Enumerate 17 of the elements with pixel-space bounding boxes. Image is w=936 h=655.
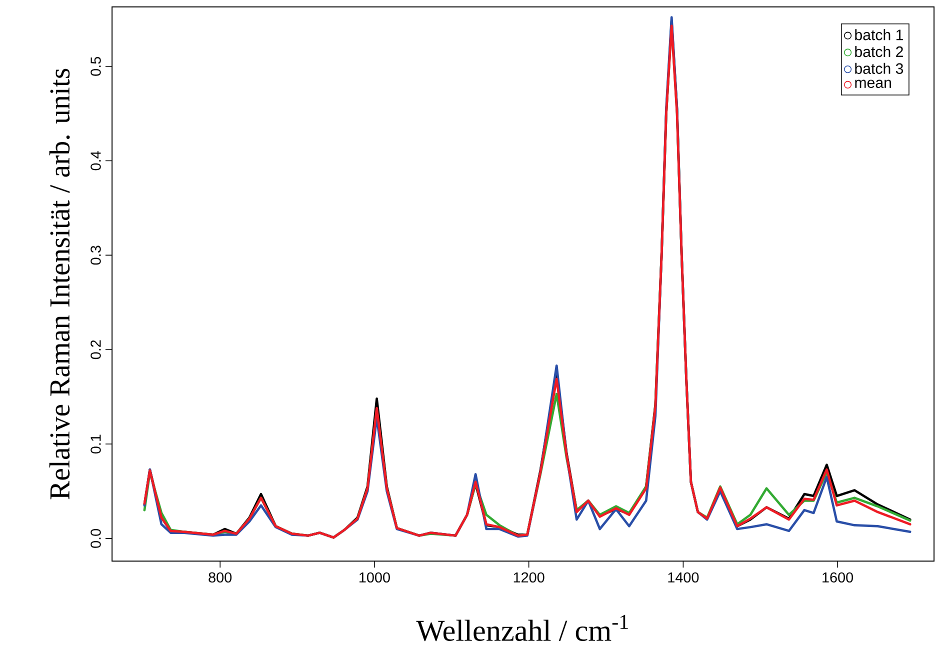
legend-label: mean (855, 80, 891, 88)
legend-label: batch 1 (855, 29, 903, 40)
y-axis-title: Relative Raman Intensität / arb. units (49, 69, 70, 500)
legend-label: batch 2 (855, 46, 903, 58)
x-tick-label: 1600 (822, 572, 854, 583)
x-tick-label: 1000 (360, 572, 390, 583)
x-axis-title: Wellenzahl / cm$^{-1}$ (416, 615, 628, 642)
y-tick-label: 0.2 (90, 340, 101, 360)
y-tick-label: 0.4 (90, 151, 101, 170)
x-tick-label: 1200 (514, 572, 544, 583)
x-tick-label: 800 (208, 572, 232, 583)
legend-label: batch 3 (855, 63, 904, 74)
y-tick-label: 0.5 (90, 57, 101, 76)
y-tick-label: 0.3 (90, 246, 101, 265)
y-tick-label: 0.1 (90, 434, 101, 454)
x-tick-label: 1400 (668, 572, 699, 583)
y-tick-label: 0.0 (90, 529, 101, 548)
